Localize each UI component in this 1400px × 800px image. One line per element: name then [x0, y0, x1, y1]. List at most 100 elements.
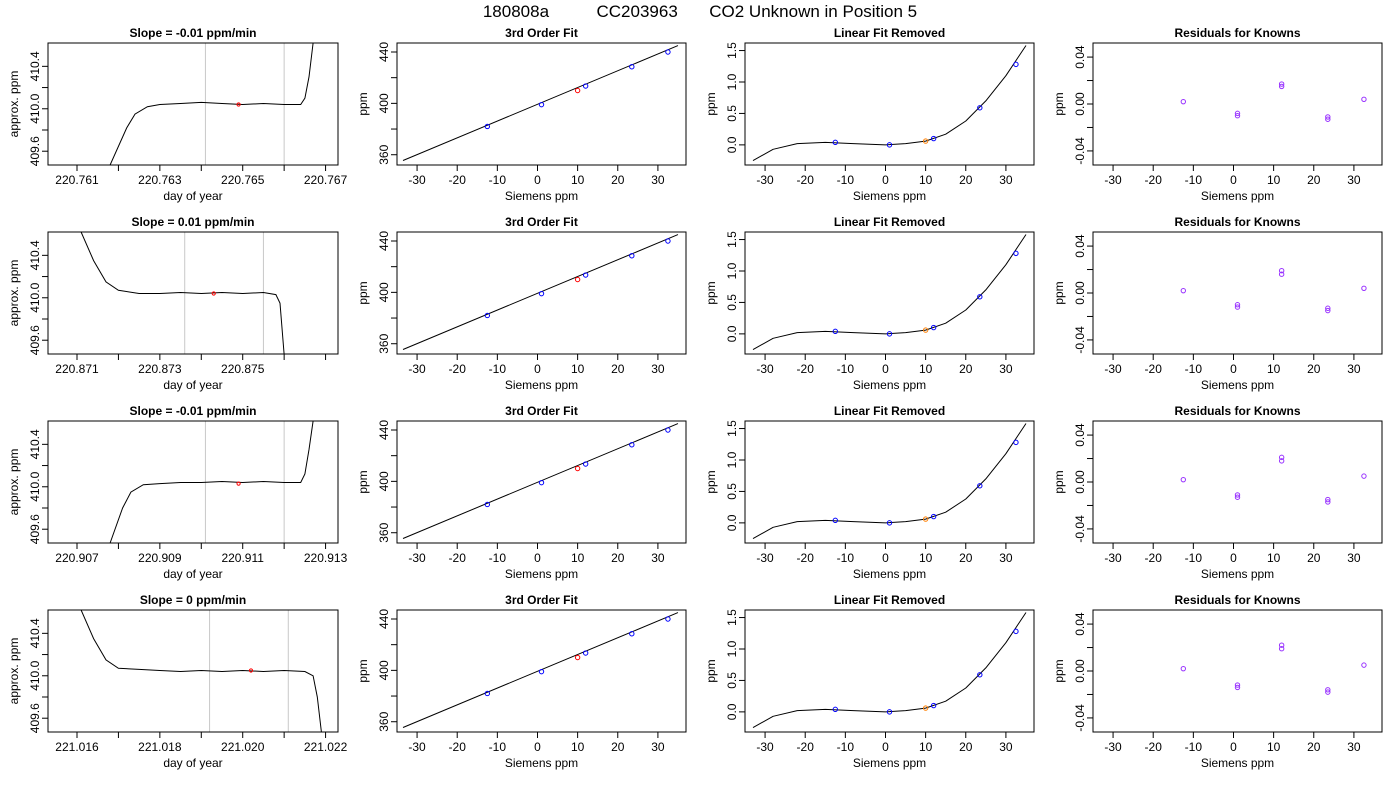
- plot-area: [80, 610, 322, 732]
- x-tick-label: -10: [1185, 173, 1203, 187]
- unknown-sample-point: [922, 516, 929, 522]
- known-standard-point: [665, 616, 671, 622]
- y-tick-label: 1.0: [725, 640, 739, 657]
- x-axis-label: Siemens ppm: [853, 378, 926, 392]
- plot-area: [402, 45, 679, 161]
- mean-marker: [248, 668, 254, 673]
- y-tick-label: 0.04: [1073, 423, 1087, 447]
- residual-point: [1278, 83, 1285, 90]
- plot-area: [1180, 81, 1367, 122]
- y-tick-label: 409.6: [28, 325, 42, 355]
- residual-point: [1180, 98, 1187, 105]
- y-tick-label: -0.04: [1073, 326, 1087, 354]
- plot-area: [752, 234, 1027, 351]
- y-tick-label: 440: [377, 231, 391, 251]
- y-tick-label: 400: [377, 93, 391, 113]
- plot-area: [1180, 642, 1367, 695]
- x-tick-label: 30: [651, 740, 665, 754]
- x-tick-label: 30: [999, 551, 1013, 565]
- x-axis-label: Siemens ppm: [1201, 378, 1274, 392]
- known-standard-point: [484, 501, 491, 508]
- x-tick-label: -30: [756, 173, 774, 187]
- panel-linear_removed-row-3: Linear Fit Removed -30 -20 -10 0 10 20 30 0.0 0.5…: [704, 593, 1035, 770]
- y-axis-label: approx. ppm: [7, 260, 21, 327]
- panel-residuals-row-1: Residuals for Knowns -30 -20 -10 0 10 20 30 -0.0…: [1052, 215, 1383, 392]
- y-tick-label: 1.0: [725, 451, 739, 468]
- known-standard-point: [832, 517, 839, 524]
- panel-timeseries-row-3: Slope = 0 ppm/min 221.016 221.018 221.020 22…: [7, 593, 348, 770]
- plot-frame: [1092, 42, 1383, 166]
- x-tick-label: 10: [919, 362, 933, 376]
- x-tick-label: 20: [1307, 173, 1321, 187]
- residual-point: [1361, 96, 1367, 103]
- y-tick-label: -0.04: [1073, 515, 1087, 543]
- x-tick-label: 30: [1347, 173, 1361, 187]
- sample-description: CO2 Unknown in Position 5: [709, 2, 918, 21]
- x-tick-label: 0: [1230, 740, 1237, 754]
- x-tick-label: -20: [449, 173, 467, 187]
- x-tick-label: -20: [797, 362, 815, 376]
- known-standard-point: [977, 483, 983, 489]
- y-tick-label: -0.04: [1073, 704, 1087, 732]
- cylinder-id: CC203963: [596, 2, 678, 21]
- x-tick-label: 10: [1267, 740, 1281, 754]
- y-tick-label: 0.0: [725, 325, 739, 342]
- plot-frame: [744, 420, 1035, 544]
- residual-point: [1234, 304, 1241, 310]
- panel-title: Linear Fit Removed: [834, 593, 945, 607]
- x-tick-label: 0: [1230, 551, 1237, 565]
- plot-frame: [47, 42, 339, 166]
- y-tick-label: 0.04: [1073, 612, 1087, 636]
- known-standard-point: [665, 427, 671, 433]
- x-tick-label: -30: [1104, 362, 1122, 376]
- plot-frame: [1092, 609, 1383, 733]
- panel-title: Slope = -0.01 ppm/min: [129, 26, 256, 40]
- known-standard-point: [1013, 439, 1019, 446]
- x-tick-label: 220.763: [138, 173, 182, 187]
- y-tick-label: 0.0: [725, 136, 739, 153]
- panel-linear_removed-row-0: Linear Fit Removed -30 -20 -10 0 10 20 30 0.0 0.5…: [704, 26, 1035, 203]
- panel-timeseries-row-2: Slope = -0.01 ppm/min 220.907 220.909 220.9…: [7, 404, 348, 581]
- residual-point: [1325, 114, 1331, 120]
- panel-title: 3rd Order Fit: [505, 215, 578, 229]
- plot-area: [109, 43, 314, 165]
- known-standard-point: [1013, 628, 1019, 635]
- y-tick-label: 1.5: [725, 231, 739, 248]
- x-tick-label: 30: [1347, 551, 1361, 565]
- x-tick-label: 10: [1267, 173, 1281, 187]
- y-tick-label: -0.04: [1073, 137, 1087, 165]
- mean-marker: [236, 481, 241, 486]
- panel-title: Residuals for Knowns: [1174, 404, 1300, 418]
- y-axis-label: ppm: [1052, 470, 1066, 493]
- known-standard-point: [629, 253, 635, 259]
- x-tick-label: 10: [919, 740, 933, 754]
- x-axis-label: Siemens ppm: [505, 378, 578, 392]
- known-standard-point: [538, 101, 545, 108]
- plot-area: [402, 423, 679, 539]
- residual-point: [1278, 268, 1285, 274]
- residual-point: [1361, 285, 1367, 292]
- x-tick-label: 20: [1307, 551, 1321, 565]
- x-tick-label: 20: [959, 173, 973, 187]
- y-tick-label: 1.5: [725, 609, 739, 626]
- residual-point: [1278, 81, 1285, 87]
- residual-point: [1234, 684, 1241, 691]
- fit-curve: [752, 234, 1027, 351]
- known-standard-point: [629, 442, 635, 448]
- panel-title: Slope = 0.01 ppm/min: [131, 215, 254, 229]
- panel-fit-row-2: 3rd Order Fit -30 -20 -10 0 10 20 30 360 400 440 Si…: [356, 404, 687, 581]
- x-tick-label: 30: [1347, 740, 1361, 754]
- x-tick-label: 10: [571, 362, 585, 376]
- x-tick-label: 221.020: [221, 740, 265, 754]
- x-axis-label: day of year: [163, 567, 222, 581]
- y-axis-label: ppm: [356, 92, 370, 115]
- panel-title: 3rd Order Fit: [505, 593, 578, 607]
- known-standard-point: [930, 702, 937, 709]
- y-tick-label: 0.04: [1073, 234, 1087, 258]
- residual-point: [1278, 458, 1285, 464]
- unknown-sample-point: [922, 138, 929, 144]
- y-tick-label: 1.0: [725, 262, 739, 279]
- panel-linear_removed-row-1: Linear Fit Removed -30 -20 -10 0 10 20 30 0.0 0.5…: [704, 215, 1035, 392]
- x-tick-label: 221.022: [304, 740, 348, 754]
- known-standard-point: [538, 668, 545, 675]
